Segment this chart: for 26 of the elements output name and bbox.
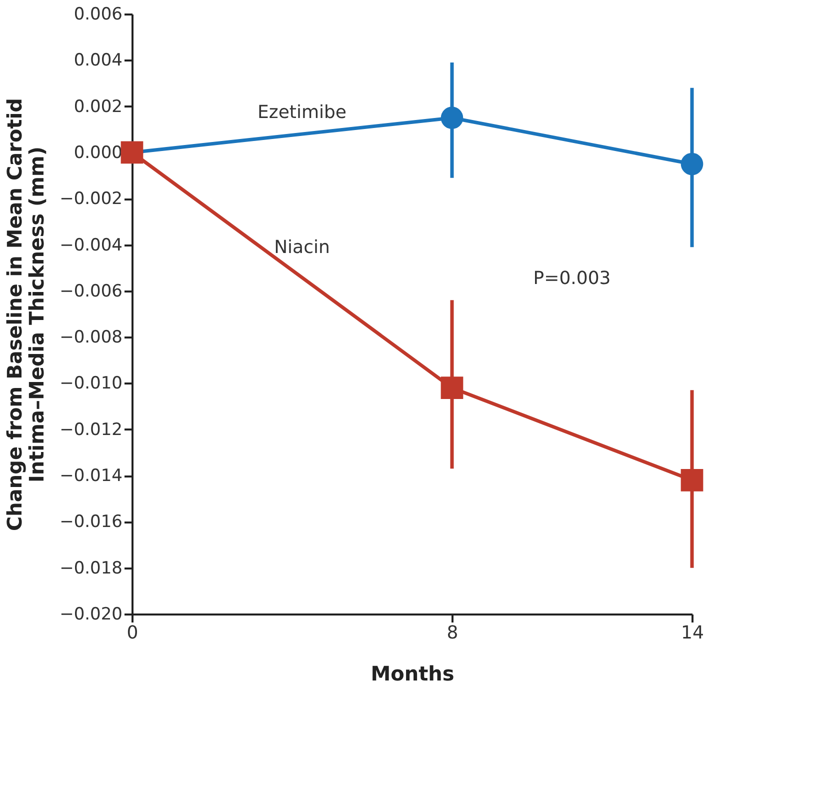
- y-tick-label: −0.006: [60, 281, 122, 302]
- y-tick-label: 0.002: [74, 96, 122, 117]
- y-tick-label: −0.016: [60, 512, 122, 532]
- y-tick-label: −0.014: [60, 466, 122, 486]
- x-axis-title: Months: [370, 662, 454, 686]
- x-tick-label: 0: [126, 622, 138, 644]
- y-tick-label: 0.004: [74, 50, 122, 71]
- point: [440, 376, 464, 400]
- y-tick-label: −0.008: [60, 328, 122, 348]
- series-label: Ezetimibe: [258, 102, 346, 124]
- point: [680, 152, 704, 176]
- y-tick-label: −0.002: [60, 189, 122, 210]
- y-tick-label: −0.018: [60, 558, 122, 578]
- x-tick-label: 8: [446, 622, 458, 644]
- y-tick-label: −0.004: [60, 235, 122, 256]
- point: [440, 106, 464, 130]
- y-tick-label: 0.000: [74, 142, 122, 163]
- y-tick-label: 0.006: [74, 4, 122, 24]
- series-label: Niacin: [274, 237, 330, 258]
- y-tick-label: −0.010: [60, 374, 122, 394]
- annotation: P=0.003: [533, 268, 611, 289]
- y-axis-title: Change from Baseline in Mean Carotid Intima–Media Thickness (mm): [2, 98, 49, 532]
- y-tick-label: −0.012: [60, 420, 122, 440]
- y-tick-label: −0.020: [60, 604, 122, 624]
- point: [680, 468, 704, 492]
- x-tick-label: 14: [681, 622, 704, 644]
